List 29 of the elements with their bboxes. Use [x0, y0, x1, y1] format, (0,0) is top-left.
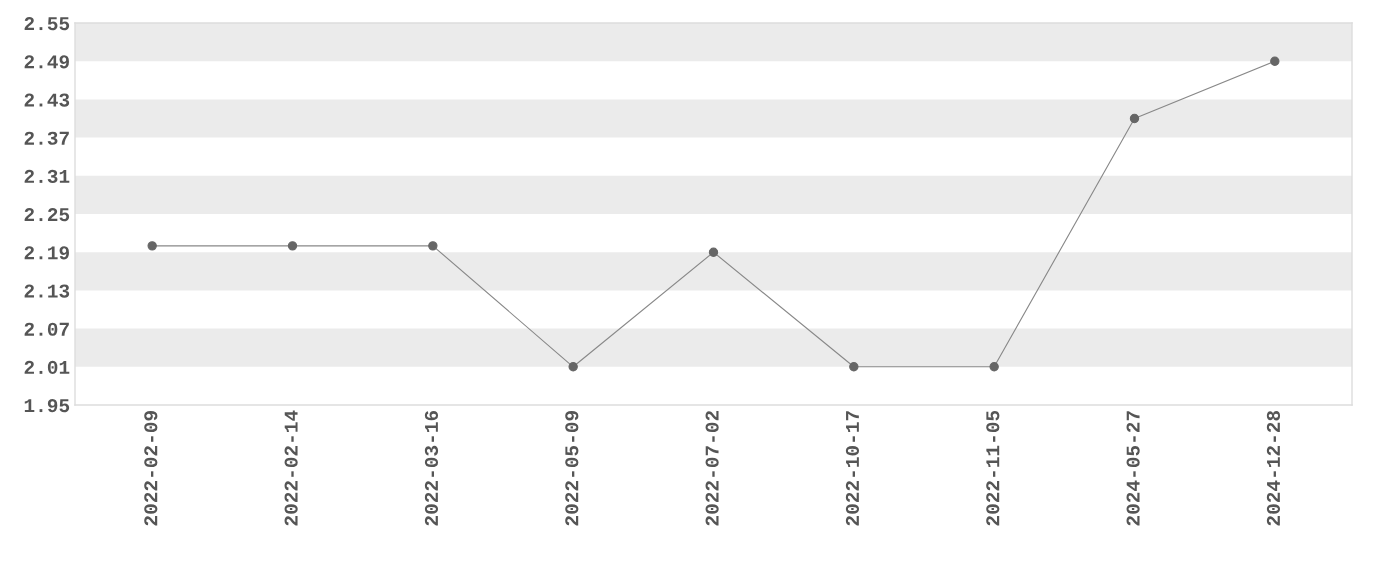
point — [1270, 56, 1280, 66]
y-tick-label: 2.13 — [24, 284, 70, 298]
point — [568, 362, 578, 372]
point — [287, 241, 298, 251]
y-tick-label: 1.95 — [24, 399, 70, 413]
y-tick-label: 2.43 — [24, 93, 70, 107]
point — [428, 241, 438, 251]
x-tick-label: 2022-05-09 — [565, 411, 579, 526]
y-tick-label: 2.25 — [24, 208, 70, 222]
y-tick-label: 2.19 — [24, 246, 69, 260]
x-tick-label: 2022-03-16 — [424, 410, 439, 526]
point — [989, 362, 999, 372]
x-tick-label: 2024-05-27 — [1126, 411, 1140, 526]
point — [708, 247, 719, 257]
x-tick-label: 2022-10-17 — [845, 411, 860, 526]
point — [147, 241, 157, 251]
x-tick-label: 2022-11-05 — [986, 410, 1000, 526]
x-tick-label: 2024-12-28 — [1266, 410, 1281, 526]
x-tick-label: 2022-07-02 — [705, 411, 719, 526]
y-tick-label: 2.49 — [24, 55, 69, 69]
point — [849, 362, 859, 372]
x-tick-label: 2022-02-09 — [144, 411, 158, 526]
y-tick-label: 2.31 — [24, 169, 70, 184]
y-tick-label: 2.01 — [24, 360, 70, 375]
x-tick-label: 2022-02-14 — [284, 410, 298, 526]
y-tick-label: 2.07 — [24, 322, 69, 336]
point — [1129, 113, 1140, 124]
y-tick-label: 2.37 — [24, 131, 69, 145]
y-tick-label: 2.55 — [24, 17, 70, 31]
